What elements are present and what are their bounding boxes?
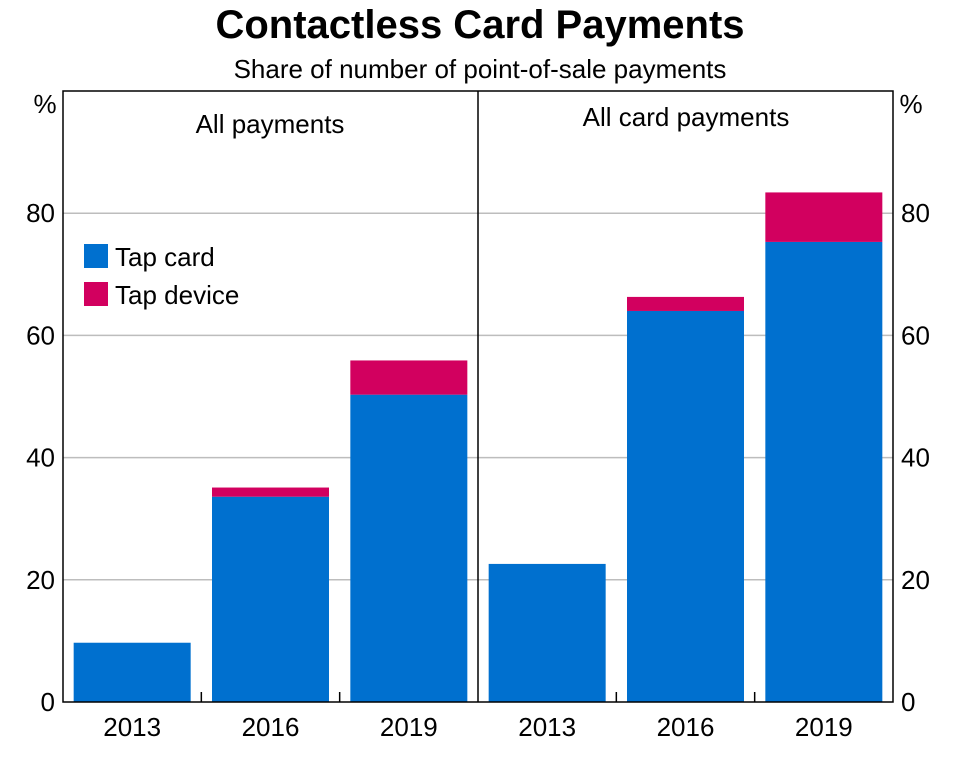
x-tick-label-2016: 2016 (657, 712, 715, 742)
bar-tap-card-2013 (488, 563, 606, 702)
y-tick-label-right: 60 (901, 320, 930, 350)
bar-tap-card-2016 (212, 496, 329, 702)
y-tick-label-left: 40 (26, 443, 55, 473)
chart-title: Contactless Card Payments (215, 3, 744, 47)
panel-title-all-payments: All payments (196, 109, 345, 139)
chart-subtitle: Share of number of point-of-sale payment… (234, 54, 727, 84)
y-tick-label-right: 80 (901, 198, 930, 228)
bar-tap-card-2016 (627, 310, 744, 702)
bars (73, 192, 883, 703)
x-tick-label-2019: 2019 (795, 712, 853, 742)
y-tick-label-right: 0 (901, 687, 915, 717)
legend-label-tap-device: Tap device (115, 280, 239, 310)
y-tick-label-left: 20 (26, 565, 55, 595)
x-tick-label-2019: 2019 (380, 712, 438, 742)
bar-tap-device-2019 (350, 360, 468, 395)
x-tick-label-2013: 2013 (103, 712, 161, 742)
x-tick-label-2013: 2013 (518, 712, 576, 742)
y-tick-label-right: 20 (901, 565, 930, 595)
bar-tap-device-2016 (627, 296, 744, 311)
legend-swatch-tap-device (84, 282, 108, 306)
bar-tap-card-2019 (350, 394, 468, 702)
legend: Tap card Tap device (84, 242, 239, 310)
y-tick-label-right: 40 (901, 443, 930, 473)
legend-swatch-tap-card (84, 244, 108, 268)
axis-ticks: 0 0 20 20 40 40 60 60 80 80 2013 2016 2019 2013 2016 20… (26, 198, 930, 742)
panel-title-all-card-payments: All card payments (583, 102, 790, 132)
bar-tap-card-2013 (73, 642, 191, 702)
y-tick-label-left: 0 (41, 687, 55, 717)
right-unit-label: % (899, 89, 922, 119)
bar-tap-card-2019 (765, 241, 883, 703)
y-tick-label-left: 60 (26, 320, 55, 350)
legend-label-tap-card: Tap card (115, 242, 215, 272)
bar-tap-device-2019 (765, 192, 883, 242)
bar-tap-device-2016 (212, 487, 329, 497)
y-tick-label-left: 80 (26, 198, 55, 228)
x-tick-label-2016: 2016 (242, 712, 300, 742)
left-unit-label: % (33, 89, 56, 119)
